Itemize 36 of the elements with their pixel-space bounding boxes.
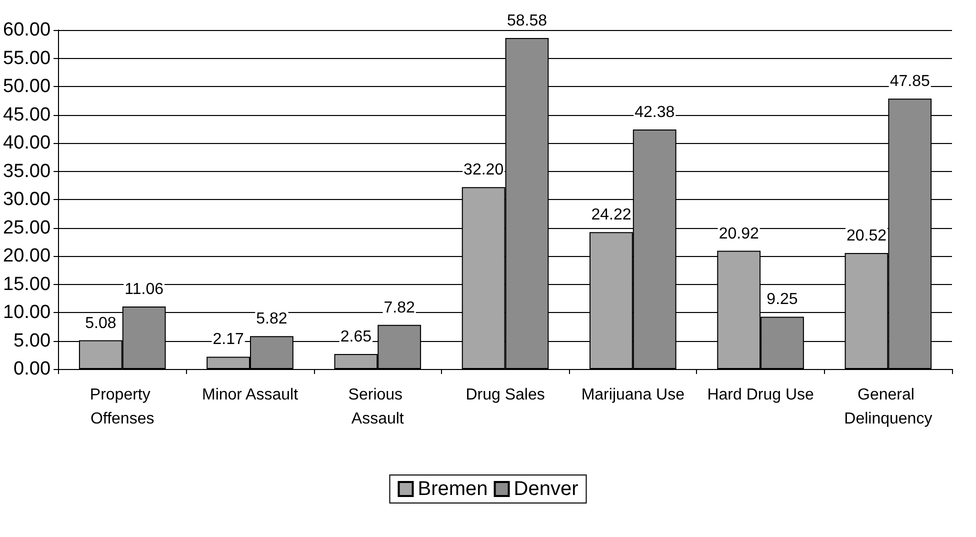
y-tick-label: 15.00 (3, 274, 51, 295)
y-tick-label: 55.00 (3, 48, 51, 69)
y-tick-label: 20.00 (3, 246, 51, 266)
data-label: 5.82 (256, 310, 288, 328)
y-tick-label: 35.00 (3, 160, 51, 182)
y-tick-label: 50.00 (3, 76, 51, 97)
x-tick-label: Marijuana Use (581, 386, 685, 404)
x-tick-label: Serious Assault (348, 386, 407, 428)
data-label: 11.06 (124, 281, 164, 298)
legend-label: Bremen (418, 478, 488, 500)
data-label: 2.65 (340, 328, 372, 346)
y-tick-label: 5.00 (14, 330, 51, 352)
y-tick-label: 0.00 (14, 358, 51, 380)
x-tick-label: Hard Drug Use (707, 386, 814, 404)
data-label: 58.58 (506, 12, 548, 30)
y-tick-label: 30.00 (3, 189, 51, 210)
data-label: 47.85 (890, 73, 930, 90)
data-label: 32.20 (464, 162, 504, 179)
data-label: 20.52 (846, 228, 887, 245)
y-tick-label: 40.00 (3, 132, 51, 154)
x-tick-label: General Delinquency (844, 386, 932, 428)
data-label: 20.92 (718, 225, 759, 242)
legend-label: Denver (514, 478, 579, 500)
y-tick-label: 25.00 (3, 217, 51, 238)
data-label: 2.17 (212, 331, 244, 348)
data-label: 7.82 (384, 299, 416, 316)
x-tick-label: Property Offenses (90, 386, 155, 428)
data-label: 42.38 (634, 104, 675, 122)
y-tick-label: 60.00 (3, 20, 51, 40)
data-label: 9.25 (766, 291, 798, 308)
y-tick-label: 45.00 (3, 104, 51, 126)
x-tick-label: Minor Assault (202, 386, 299, 404)
x-tick-label: Drug Sales (466, 386, 545, 404)
y-tick-label: 10.00 (3, 302, 51, 323)
data-label: 24.22 (591, 206, 632, 224)
data-label: 5.08 (85, 314, 116, 332)
